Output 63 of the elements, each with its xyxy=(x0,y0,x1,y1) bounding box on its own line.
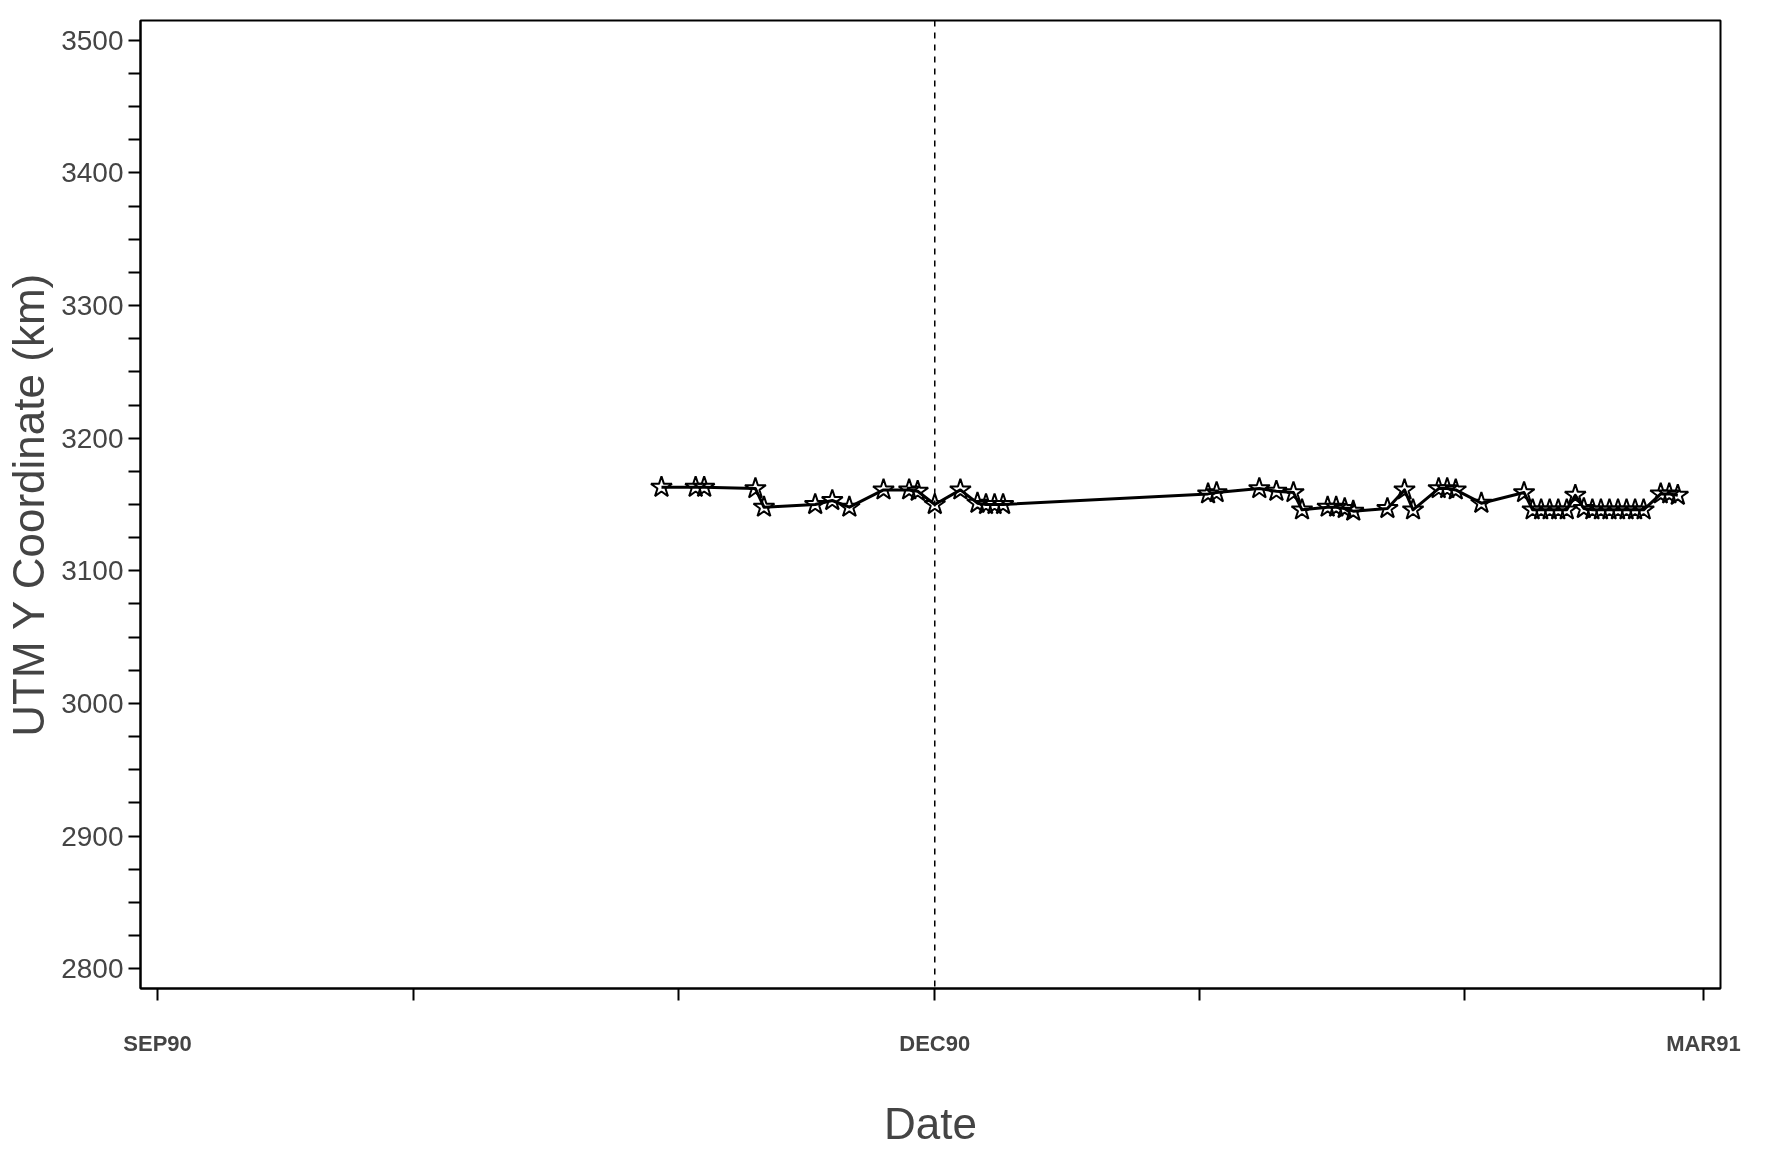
point xyxy=(1375,496,1399,519)
point xyxy=(752,495,776,518)
point xyxy=(1555,497,1579,520)
y-tick-label: 2800 xyxy=(61,953,124,985)
point xyxy=(1290,497,1314,520)
point xyxy=(1563,483,1587,506)
point xyxy=(1247,476,1271,499)
point xyxy=(1341,499,1365,522)
point xyxy=(1615,497,1639,520)
point xyxy=(837,495,861,518)
point xyxy=(897,477,921,500)
point xyxy=(1657,481,1681,504)
point xyxy=(1324,495,1348,518)
x-axis-title: Date xyxy=(884,1098,977,1148)
point xyxy=(991,492,1015,515)
point xyxy=(1435,476,1459,499)
point xyxy=(1623,497,1647,520)
point xyxy=(872,477,895,500)
point xyxy=(692,475,716,498)
point xyxy=(1282,480,1305,503)
point xyxy=(684,475,708,498)
x-tick-label: SEP90 xyxy=(123,1030,192,1056)
point xyxy=(743,476,767,499)
y-tick-label: 3300 xyxy=(61,290,124,322)
point xyxy=(1589,497,1613,520)
y-tick-label: 3500 xyxy=(61,24,124,56)
point xyxy=(948,477,972,500)
point xyxy=(1469,491,1493,514)
point xyxy=(1333,496,1357,519)
point xyxy=(1572,496,1596,519)
point xyxy=(650,475,673,498)
y-tick-label: 3400 xyxy=(61,157,124,189)
point xyxy=(1521,497,1545,520)
point xyxy=(1264,479,1288,502)
y-tick-label: 3100 xyxy=(61,555,124,587)
x-tick-label: MAR91 xyxy=(1666,1030,1741,1056)
point xyxy=(1632,497,1656,520)
y-tick-label: 3200 xyxy=(61,422,124,454)
point xyxy=(1444,477,1468,500)
point xyxy=(966,491,989,514)
point xyxy=(1546,497,1570,520)
y-axis-title: UTM Y Coordinate (km) xyxy=(4,273,54,737)
point xyxy=(1512,480,1536,503)
point xyxy=(820,488,844,511)
y-tick-label: 3000 xyxy=(61,687,124,719)
point xyxy=(1598,497,1621,520)
y-tick-label: 2900 xyxy=(61,820,124,852)
point xyxy=(1316,495,1340,518)
point xyxy=(803,492,827,515)
point xyxy=(1529,497,1553,520)
point xyxy=(1196,481,1220,504)
point xyxy=(1649,481,1673,504)
point xyxy=(1580,497,1604,520)
point xyxy=(1666,483,1690,506)
point xyxy=(1205,480,1229,503)
point xyxy=(983,492,1007,515)
point xyxy=(1401,497,1425,520)
x-tick-label: DEC90 xyxy=(899,1030,971,1056)
point xyxy=(923,492,947,515)
point xyxy=(1606,497,1630,520)
point xyxy=(1393,477,1416,500)
point xyxy=(906,479,930,502)
point xyxy=(1427,476,1451,499)
